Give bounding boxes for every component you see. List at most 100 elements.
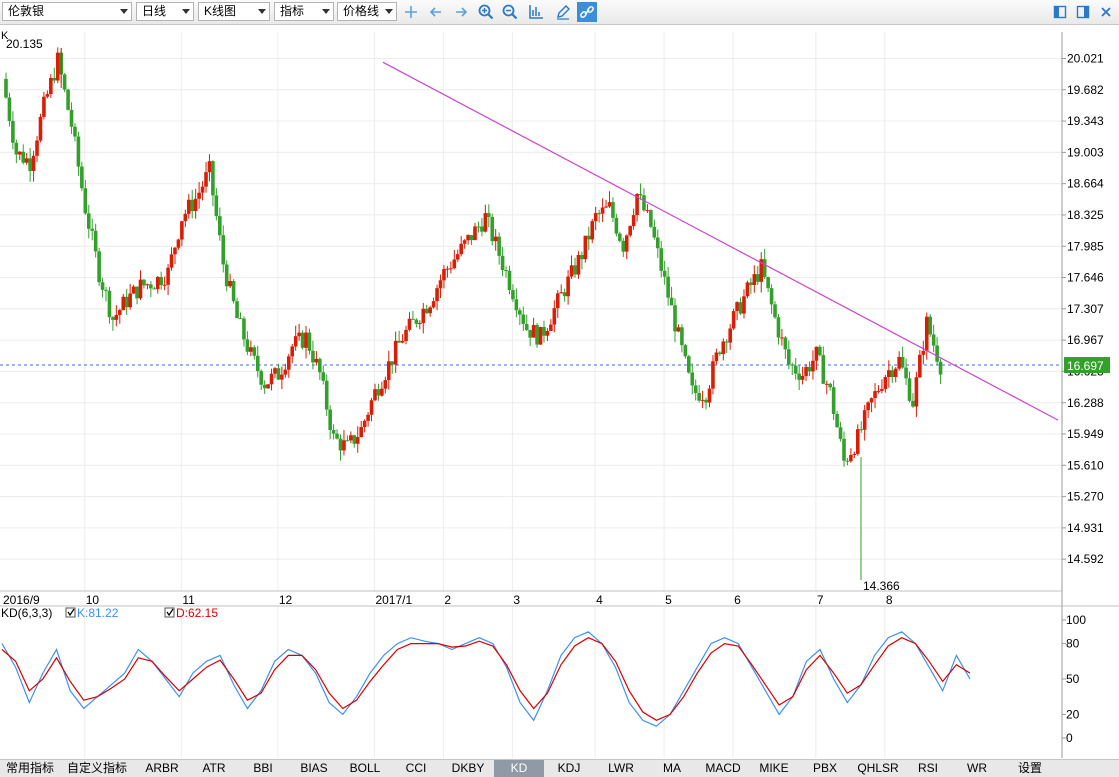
candle-body xyxy=(390,361,395,365)
candle-body xyxy=(645,210,650,212)
crosshair-icon[interactable] xyxy=(401,2,421,22)
draw-pen-icon[interactable] xyxy=(553,2,573,22)
candle-body xyxy=(314,358,319,363)
candle-body xyxy=(511,290,515,300)
link-icon[interactable] xyxy=(577,2,597,22)
candle-body xyxy=(104,289,108,291)
x-tick-label: 10 xyxy=(86,593,100,607)
candle-body xyxy=(55,52,60,81)
candle-body xyxy=(431,301,436,308)
candle-body xyxy=(276,368,281,380)
candle-body xyxy=(766,277,770,289)
chevron-down-icon xyxy=(120,9,128,14)
tab-lwr[interactable]: LWR xyxy=(608,761,634,775)
candle-body xyxy=(624,235,629,252)
candle-body xyxy=(873,391,877,399)
candle-body xyxy=(876,390,881,392)
candle-body xyxy=(52,77,57,81)
candle-body xyxy=(383,380,388,389)
tab-macd[interactable]: MACD xyxy=(705,761,741,775)
candle-body xyxy=(797,373,801,380)
kd-tick-label: 100 xyxy=(1066,613,1086,627)
candle-body xyxy=(693,385,698,394)
tab-bbi[interactable]: BBI xyxy=(253,761,273,775)
candle-body xyxy=(190,199,195,212)
period-select[interactable]: 日线 xyxy=(136,2,194,21)
tab-qhlsr[interactable]: QHLSR xyxy=(857,761,899,775)
candle-body xyxy=(655,237,660,249)
trendline-layer[interactable] xyxy=(382,61,1059,421)
tab-ma[interactable]: MA xyxy=(663,761,681,775)
candle-body xyxy=(755,274,760,282)
candle-body xyxy=(769,288,774,305)
candle-body xyxy=(366,414,370,421)
tab-mike[interactable]: MIKE xyxy=(759,761,789,775)
y-tick-label: 16.967 xyxy=(1067,333,1104,347)
chart-type-select[interactable]: K线图 xyxy=(198,2,270,21)
tab-kd[interactable]: KD xyxy=(494,760,544,777)
candle-body xyxy=(921,350,926,355)
tab-pbx[interactable]: PBX xyxy=(812,761,837,775)
candle-body xyxy=(173,247,177,255)
candle-body xyxy=(255,355,260,372)
candle-body xyxy=(631,215,636,227)
kd-lines xyxy=(1,631,971,727)
candle-body xyxy=(649,210,653,227)
tab-kdj[interactable]: KDJ xyxy=(557,761,581,775)
close-icon[interactable] xyxy=(1096,2,1116,22)
tab-atr[interactable]: ATR xyxy=(202,761,226,775)
candle-body xyxy=(86,213,91,229)
chart-area[interactable]: 20.021 19.682 19.343 19.003 18.664 18.325 17.9… xyxy=(0,24,1119,759)
candle-body xyxy=(890,370,895,378)
chart-settings-icon[interactable] xyxy=(526,2,546,22)
candle-body xyxy=(293,336,298,347)
k-checkbox xyxy=(65,607,76,618)
tab-boll[interactable]: BOLL xyxy=(349,761,381,775)
tab-arbr[interactable]: ARBR xyxy=(145,761,179,775)
candle-body xyxy=(659,248,664,271)
candle-body xyxy=(149,284,153,289)
tab-常用指标[interactable]: 常用指标 xyxy=(5,761,54,775)
d-checkbox xyxy=(164,607,175,618)
candle-body xyxy=(97,251,101,283)
candle-body xyxy=(114,314,119,320)
arrow-left-icon[interactable] xyxy=(426,2,446,22)
candle-body xyxy=(83,188,88,214)
chevron-down-icon xyxy=(258,9,266,14)
candle-body xyxy=(359,426,363,438)
tab-dkby[interactable]: DKBY xyxy=(451,761,485,775)
candle-body xyxy=(735,302,739,312)
period-select-label: 日线 xyxy=(142,4,167,18)
tab-cci[interactable]: CCI xyxy=(405,761,427,775)
tab-bias[interactable]: BIAS xyxy=(300,761,328,775)
y-tick-label: 15.949 xyxy=(1067,427,1104,441)
price-line-select[interactable]: 价格线 xyxy=(337,2,397,21)
panel-left-icon[interactable] xyxy=(1050,2,1070,22)
candle-body xyxy=(600,207,605,214)
arrow-right-icon[interactable] xyxy=(451,2,471,22)
kd-tick-label: 20 xyxy=(1066,707,1080,721)
tab-wr[interactable]: WR xyxy=(967,761,987,775)
min-value-label: 14.366 xyxy=(863,579,900,593)
candle-body xyxy=(904,367,908,379)
instrument-select[interactable]: 伦敦银 xyxy=(2,2,132,21)
panel-right-icon[interactable] xyxy=(1073,2,1093,22)
y-tick-label: 19.003 xyxy=(1067,145,1104,159)
candle-body xyxy=(131,286,136,294)
tab-自定义指标[interactable]: 自定义指标 xyxy=(66,761,127,775)
tab-设置[interactable]: 设置 xyxy=(1017,761,1042,775)
candle-body xyxy=(424,308,429,314)
zoom-in-icon[interactable] xyxy=(476,2,496,22)
main-panel-label: K xyxy=(1,30,9,42)
candle-body xyxy=(831,387,836,414)
candle-body xyxy=(480,226,484,232)
candle-body xyxy=(818,346,822,356)
candle-body xyxy=(497,236,501,256)
candle-body xyxy=(249,347,253,352)
y-tick-label: 14.931 xyxy=(1067,521,1104,535)
candle-body xyxy=(897,356,901,369)
indicator-select[interactable]: 指标 xyxy=(274,2,334,21)
candle-body xyxy=(811,360,815,372)
zoom-out-icon[interactable] xyxy=(500,2,520,22)
tab-rsi[interactable]: RSI xyxy=(917,761,938,775)
